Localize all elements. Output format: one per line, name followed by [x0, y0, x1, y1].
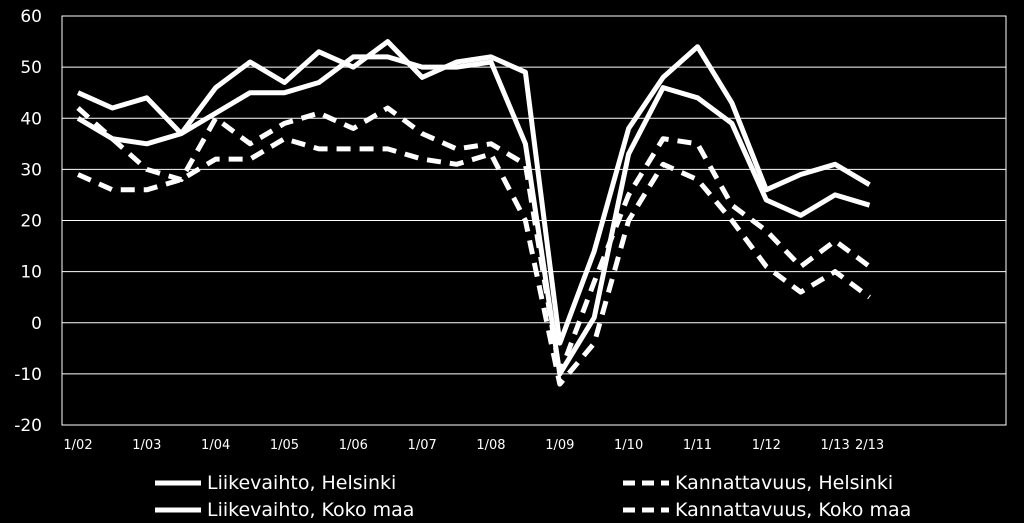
x-tick-label: 1/10 [614, 438, 643, 453]
y-tick-label: -20 [14, 416, 42, 436]
legend-item-kannattavuus-helsinki: Kannattavuus, Helsinki [623, 470, 893, 496]
y-tick-label: 20 [20, 212, 42, 232]
x-tick-label: 1/11 [683, 438, 712, 453]
y-tick-label: 30 [20, 160, 42, 180]
x-tick-label: 1/06 [339, 438, 368, 453]
legend-item-liikevaihto-koko-maa: Liikevaihto, Koko maa [155, 497, 414, 523]
y-tick-label: 50 [20, 58, 42, 78]
legend-label: Liikevaihto, Helsinki [207, 472, 397, 494]
legend: Liikevaihto, Helsinki Liikevaihto, Koko … [0, 466, 1024, 523]
y-axis: -20 -10 0 10 20 30 40 50 60 [14, 7, 42, 436]
x-tick-label: 1/13 [821, 438, 850, 453]
x-tick-label: 1/05 [270, 438, 299, 453]
legend-label: Kannattavuus, Koko maa [675, 499, 912, 521]
x-tick-label: 1/08 [476, 438, 505, 453]
y-tick-label: 60 [20, 7, 42, 27]
legend-label: Liikevaihto, Koko maa [207, 499, 415, 521]
series-line-2 [76, 54, 871, 377]
y-tick-label: 0 [31, 314, 42, 334]
legend-label: Kannattavuus, Helsinki [675, 472, 894, 494]
y-tick-label: 40 [20, 109, 42, 129]
x-axis: 1/02 1/03 1/04 1/05 1/06 1/07 1/08 1/09 1/10 1/11… [63, 438, 884, 453]
series-line-4 [76, 136, 871, 387]
plot-area-border [61, 15, 1007, 426]
legend-dashed-line-icon [623, 480, 669, 486]
y-tick-label: -10 [14, 365, 42, 385]
legend-solid-line-icon [155, 507, 201, 513]
x-tick-label: 2/13 [855, 438, 884, 453]
x-tick-label: 1/12 [752, 438, 781, 453]
x-tick-label: 1/03 [132, 438, 161, 453]
series-line-3 [76, 105, 871, 377]
series-lines [76, 39, 871, 387]
legend-item-liikevaihto-helsinki: Liikevaihto, Helsinki [155, 470, 396, 496]
x-tick-label: 1/09 [545, 438, 574, 453]
series-line-1 [76, 39, 871, 346]
y-tick-label: 10 [20, 263, 42, 283]
x-tick-label: 1/07 [408, 438, 437, 453]
line-chart: -20 -10 0 10 20 30 40 50 60 1/02 1/03 1/04 1/05 1/06… [14, 7, 1007, 453]
x-tick-label: 1/04 [201, 438, 230, 453]
legend-item-kannattavuus-koko-maa: Kannattavuus, Koko maa [623, 497, 911, 523]
legend-dashed-line-icon [623, 507, 669, 513]
legend-solid-line-icon [155, 480, 201, 486]
x-tick-label: 1/02 [63, 438, 92, 453]
